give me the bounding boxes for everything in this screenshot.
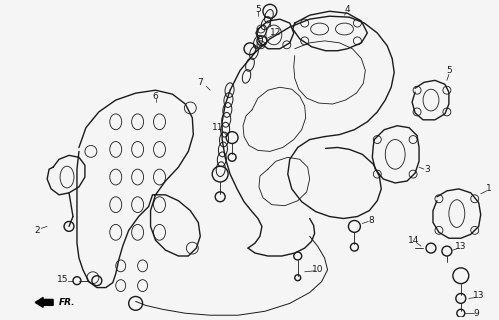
Text: 8: 8 — [368, 216, 374, 225]
Text: 12: 12 — [270, 28, 281, 37]
Text: 13: 13 — [473, 291, 485, 300]
Text: 15: 15 — [57, 275, 69, 284]
Text: 6: 6 — [153, 92, 158, 100]
Text: 14: 14 — [408, 236, 420, 245]
Text: 13: 13 — [455, 242, 467, 251]
Text: 1: 1 — [486, 184, 492, 193]
Text: 7: 7 — [198, 78, 203, 87]
Text: 5: 5 — [255, 5, 261, 14]
Text: FR.: FR. — [59, 298, 75, 307]
Text: 5: 5 — [446, 66, 452, 75]
Text: 3: 3 — [424, 165, 430, 174]
Text: 2: 2 — [34, 226, 40, 235]
Text: 9: 9 — [474, 309, 480, 318]
Text: 11: 11 — [213, 123, 224, 132]
Text: 10: 10 — [312, 265, 323, 274]
FancyArrow shape — [35, 298, 53, 307]
Text: 4: 4 — [345, 5, 350, 14]
